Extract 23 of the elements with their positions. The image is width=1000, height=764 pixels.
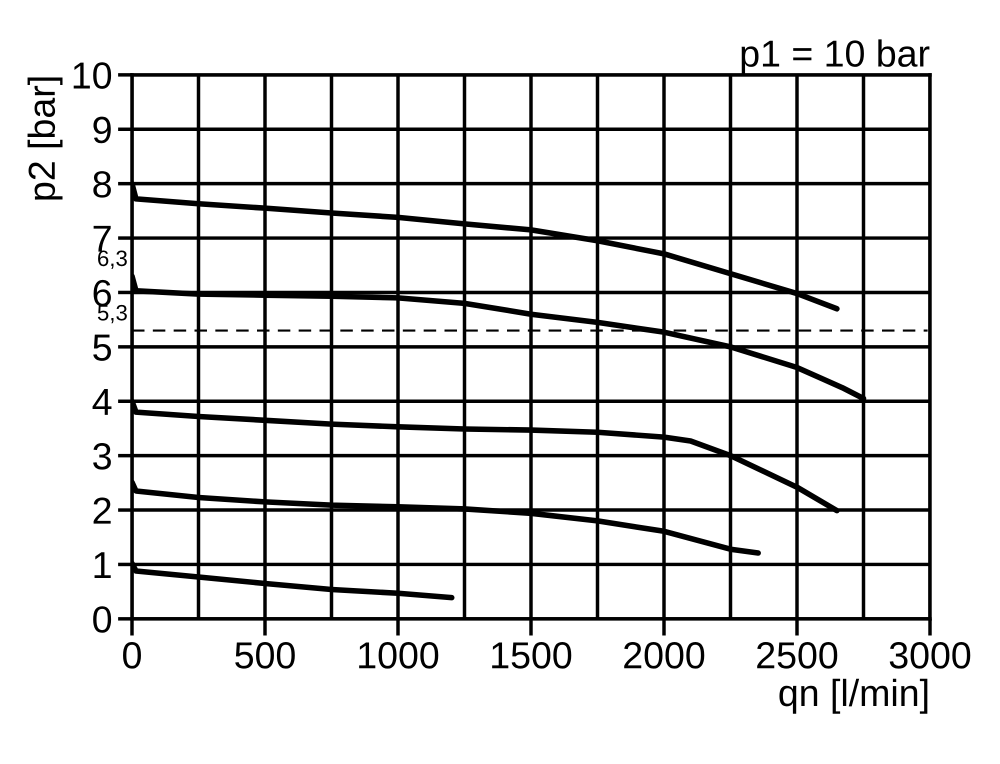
x-tick-label: 500 (235, 642, 295, 669)
y-tick-label: 7 (94, 226, 111, 252)
x-axis-title: qn [l/min] (779, 678, 928, 714)
x-tick-label: 1000 (359, 642, 438, 669)
y-tick-label: 2 (94, 497, 111, 524)
x-tick-label: 2000 (624, 642, 704, 669)
y-axis-title: p2 [bar] (28, 78, 63, 200)
y-tick-label: 10 (74, 62, 112, 89)
chart-title: p1 = 10 bar (742, 39, 930, 74)
y-tick-label: 5 (93, 334, 111, 361)
x-tick-label: 1500 (492, 642, 572, 669)
ref-line-label: 5,3 (98, 304, 127, 324)
x-tick-label: 0 (123, 642, 141, 669)
y-tick-label: 6 (94, 280, 111, 306)
y-tick-label: 4 (92, 389, 112, 415)
y-tick-label: 1 (94, 552, 111, 578)
x-tick-label: 2500 (757, 642, 838, 669)
y-tick-label: 9 (93, 116, 111, 144)
x-tick-label: 3000 (890, 642, 970, 669)
annotation: 6,3 (98, 250, 127, 269)
y-tick-label: 8 (93, 171, 111, 198)
y-tick-label: 0 (93, 606, 112, 633)
y-tick-label: 3 (93, 443, 111, 470)
